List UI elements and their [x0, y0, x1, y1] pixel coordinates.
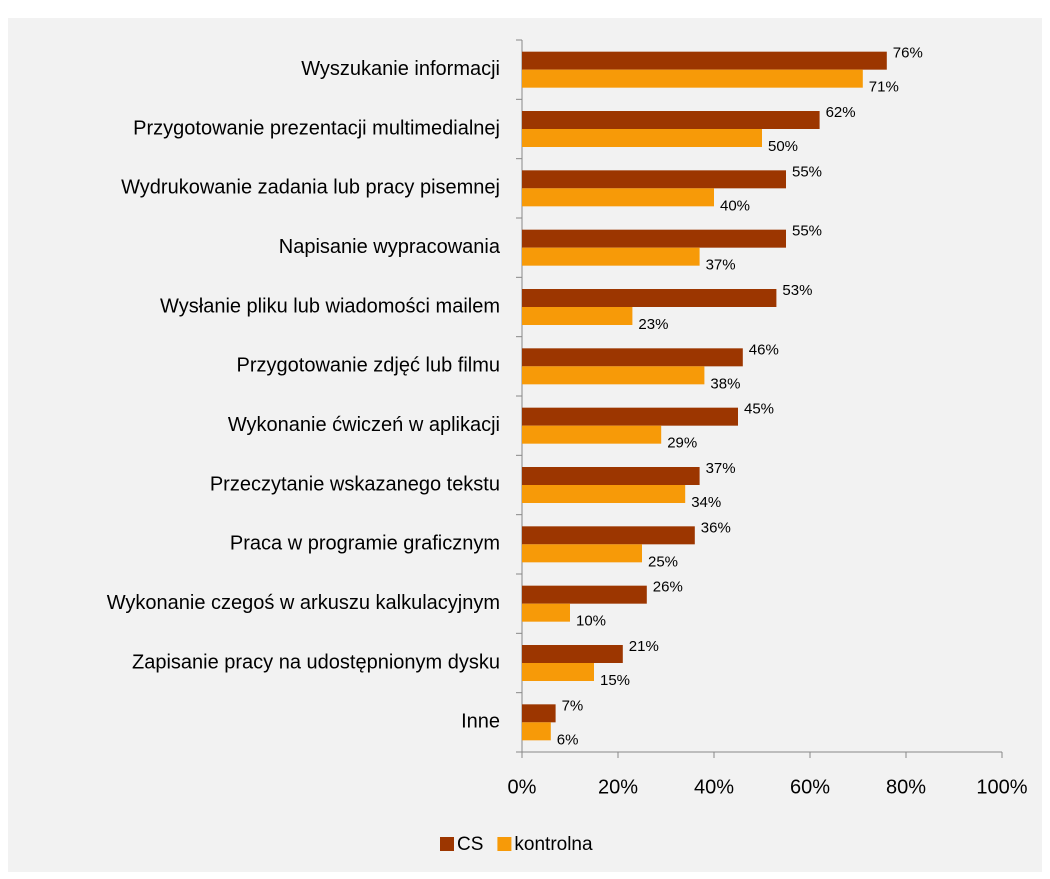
category-label: Wykonanie ćwiczeń w aplikacji	[228, 414, 500, 436]
category-label: Praca w programie graficznym	[230, 533, 500, 555]
data-label: 76%	[893, 45, 923, 62]
bar	[522, 526, 695, 545]
data-label: 38%	[710, 375, 740, 392]
data-label: 21%	[629, 638, 659, 655]
bar	[522, 704, 556, 723]
bar	[522, 722, 551, 741]
data-label: 50%	[768, 138, 798, 155]
bar	[522, 425, 662, 444]
data-label: 23%	[638, 316, 668, 333]
x-tick-label: 20%	[598, 776, 638, 798]
bar	[522, 229, 786, 248]
legend-label: kontrolna	[514, 834, 593, 855]
data-label: 37%	[706, 257, 736, 274]
data-label: 7%	[562, 697, 584, 714]
bar	[522, 348, 743, 367]
x-tick-label: 100%	[976, 776, 1027, 798]
data-label: 34%	[691, 494, 721, 511]
category-label: Wyszukanie informacji	[301, 58, 500, 80]
x-tick-label: 0%	[508, 776, 537, 798]
bar	[522, 51, 887, 70]
data-label: 25%	[648, 553, 678, 570]
bar	[522, 69, 863, 88]
bar	[522, 645, 623, 663]
category-label: Przeczytanie wskazanego tekstu	[210, 473, 500, 495]
bar	[522, 129, 762, 147]
data-label: 26%	[653, 579, 683, 596]
data-label: 6%	[557, 731, 579, 748]
bar	[522, 307, 633, 325]
bar	[522, 247, 700, 266]
x-tick-label: 80%	[886, 776, 926, 798]
data-label: 15%	[600, 672, 630, 689]
bar	[522, 366, 705, 385]
data-label: 29%	[667, 435, 697, 452]
bar	[522, 467, 700, 485]
bar	[522, 485, 686, 503]
legend-label: CS	[457, 834, 483, 855]
x-tick-label: 40%	[694, 776, 734, 798]
data-label: 36%	[701, 519, 731, 536]
data-label: 10%	[576, 613, 606, 630]
category-label: Zapisanie pracy na udostępnionym dysku	[132, 651, 500, 673]
data-label: 53%	[782, 282, 812, 299]
legend-swatch	[497, 837, 512, 851]
legend-swatch	[440, 837, 454, 851]
data-label: 45%	[744, 401, 774, 418]
data-label: 37%	[706, 460, 736, 477]
category-label: Wykonanie czegoś w arkuszu kalkulacyjnym	[107, 592, 500, 614]
bar	[522, 188, 714, 207]
category-label: Przygotowanie zdjęć lub filmu	[237, 355, 500, 377]
bar	[522, 663, 594, 681]
category-label: Napisanie wypracowania	[279, 236, 501, 258]
data-label: 55%	[792, 223, 822, 240]
category-label: Wysłanie pliku lub wiadomości mailem	[160, 295, 500, 317]
data-label: 46%	[749, 341, 779, 358]
category-label: Przygotowanie prezentacji multimedialnej	[133, 117, 500, 139]
data-label: 71%	[869, 79, 899, 96]
bar	[522, 289, 777, 307]
x-tick-label: 60%	[790, 776, 830, 798]
bar	[522, 544, 642, 563]
data-label: 40%	[720, 197, 750, 214]
bar	[522, 585, 647, 604]
category-label: Inne	[461, 711, 500, 733]
data-label: 55%	[792, 163, 822, 180]
bar	[522, 170, 786, 189]
bar	[522, 407, 738, 426]
data-label: 62%	[826, 104, 856, 121]
category-label: Wydrukowanie zadania lub pracy pisemnej	[121, 177, 500, 199]
bar	[522, 111, 820, 129]
bar	[522, 603, 570, 622]
